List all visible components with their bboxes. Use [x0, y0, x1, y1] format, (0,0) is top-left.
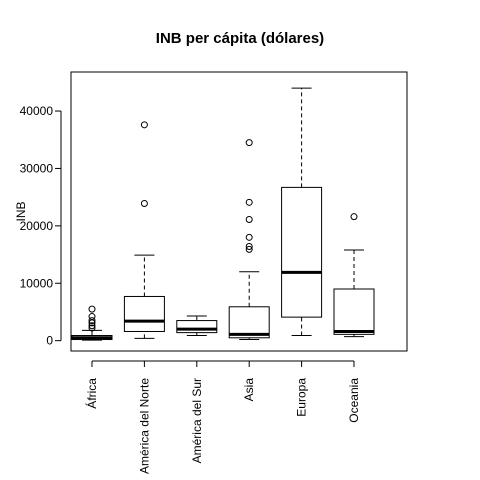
outlier-point	[88, 317, 96, 325]
y-axis: 0 10000 20000 30000 40000	[20, 104, 62, 348]
outlier-point	[245, 198, 253, 206]
y-tick-label: 40000	[20, 104, 54, 118]
y-tick-label: 20000	[20, 219, 54, 233]
y-tick-label: 30000	[20, 161, 54, 175]
box-series	[71, 87, 375, 341]
outlier-point	[245, 216, 253, 224]
outlier-point	[140, 199, 148, 207]
box-2	[123, 121, 165, 339]
box-6	[333, 213, 375, 338]
x-tick-label: África	[84, 378, 99, 409]
box-3	[176, 315, 218, 336]
box-iqr	[281, 186, 323, 318]
chart-title: INB per cápita (dólares)	[156, 30, 324, 47]
box-1	[71, 305, 113, 341]
box-iqr	[228, 306, 270, 339]
y-tick-label: 10000	[20, 276, 54, 290]
x-tick-label: Asia	[242, 378, 256, 402]
box-5	[281, 87, 323, 336]
x-tick-label: Europa	[295, 378, 309, 417]
box-4	[228, 139, 270, 341]
y-axis-label: INB	[14, 201, 28, 221]
box-iqr	[123, 295, 165, 332]
plot-frame	[70, 71, 408, 352]
outlier-point	[140, 121, 148, 129]
y-tick-label: 0	[46, 334, 53, 348]
outlier-point	[88, 305, 96, 313]
x-tick-label: Oceania	[347, 378, 361, 423]
outlier-point	[245, 243, 253, 251]
outlier-point	[350, 213, 358, 221]
outlier-point	[245, 233, 253, 241]
outlier-point	[245, 245, 253, 253]
x-tick-label: América del Sur	[190, 378, 204, 463]
x-tick-label: América del Norte	[137, 378, 151, 474]
outlier-point	[88, 322, 96, 330]
outlier-point	[88, 324, 96, 332]
outlier-point	[245, 139, 253, 147]
box-iqr	[333, 288, 375, 335]
box-iqr	[176, 320, 218, 334]
outlier-point	[88, 313, 96, 321]
x-axis: África América del Norte América del Sur As…	[84, 360, 361, 474]
